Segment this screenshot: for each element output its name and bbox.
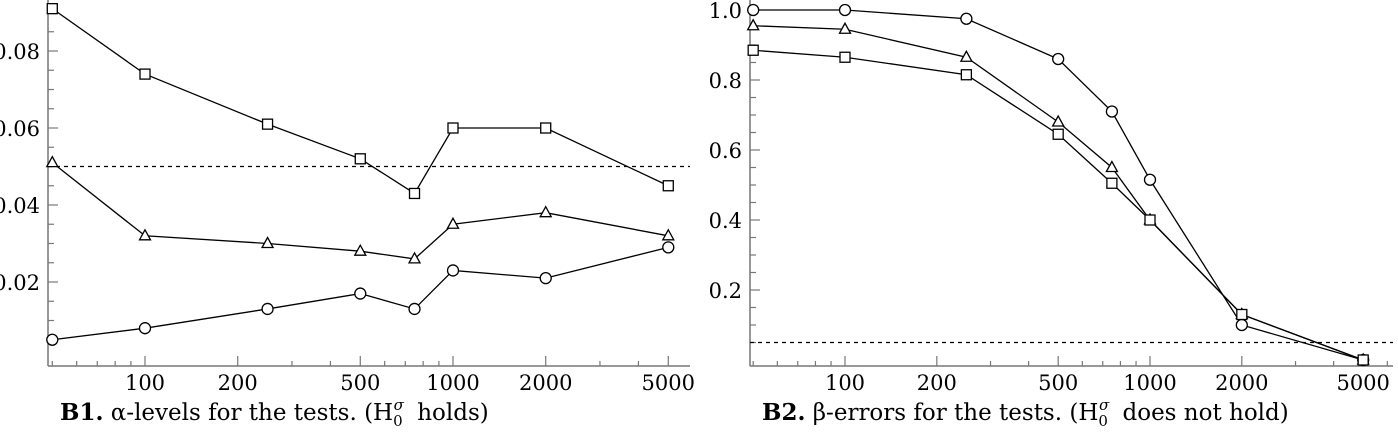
data-point-triangle xyxy=(45,155,59,168)
caption-part: B1. xyxy=(60,399,103,426)
caption-part: holds) xyxy=(410,400,489,426)
data-point-circle xyxy=(747,3,760,17)
data-point-circle xyxy=(960,12,973,25)
series-square xyxy=(747,44,1369,366)
data-point-circle xyxy=(1052,52,1065,66)
series-triangle xyxy=(746,18,1370,365)
data-point-circle xyxy=(1143,173,1157,186)
data-point-square xyxy=(1357,354,1369,366)
caption-part: 0 xyxy=(1098,412,1108,430)
y-tick-label: 1.0 xyxy=(709,0,742,23)
x-tick-label: 500 xyxy=(340,371,380,395)
data-point-circle xyxy=(838,3,852,17)
series-line-triangle xyxy=(51,162,669,260)
caption-part: does not hold) xyxy=(1115,400,1289,426)
x-tick-label: 200 xyxy=(218,371,258,395)
data-point-circle xyxy=(662,241,675,254)
caption-part: σ xyxy=(394,396,405,414)
data-point-square xyxy=(1106,177,1118,189)
series-circle xyxy=(747,3,1370,367)
data-point-circle xyxy=(354,287,367,300)
x-tick-label: 2000 xyxy=(1215,371,1268,395)
data-point-triangle xyxy=(746,18,760,31)
series-circle xyxy=(46,241,675,346)
caption-part: σ xyxy=(1099,396,1110,414)
series-line-circle xyxy=(52,246,669,341)
data-point-square xyxy=(354,153,366,165)
data-point-circle xyxy=(539,271,552,285)
panel-caption: B2. β-errors for the tests. (H0σ does no… xyxy=(762,396,1289,430)
panel-caption: B1. α-levels for the tests. (H0σ holds) xyxy=(60,396,489,430)
data-point-triangle xyxy=(446,216,460,229)
series-square xyxy=(46,3,674,200)
data-point-square xyxy=(46,3,58,15)
data-point-square xyxy=(408,187,421,200)
x-tick-label: 500 xyxy=(1038,371,1078,395)
panel-b1: 0.02 0.04 0.06 0.08 100 200 500 1000 2000 5000 B1.… xyxy=(0,0,695,430)
data-point-square xyxy=(447,122,459,134)
x-tick-label: 1000 xyxy=(426,371,479,395)
data-point-triangle xyxy=(260,236,275,249)
x-tick-label: 5000 xyxy=(1336,371,1389,395)
series-triangle xyxy=(45,155,675,264)
data-point-triangle xyxy=(661,228,675,241)
data-point-square xyxy=(261,118,274,130)
caption-part: 0 xyxy=(393,412,403,430)
data-point-square xyxy=(747,44,759,56)
data-point-triangle xyxy=(959,49,973,62)
data-point-triangle xyxy=(138,228,152,241)
y-tick-label: 0.08 xyxy=(0,40,40,64)
data-point-circle xyxy=(408,302,421,316)
data-point-square xyxy=(540,122,552,134)
x-tick-label: 2000 xyxy=(519,371,572,395)
data-point-circle xyxy=(138,322,152,335)
x-tick-label: 5000 xyxy=(642,371,695,395)
panel-b2: 0.2 0.4 0.6 0.8 1.0 100 200 500 1000 2000 5000 B2. … xyxy=(709,0,1393,430)
series-line-square xyxy=(753,49,1364,361)
data-point-circle xyxy=(446,264,460,277)
y-tick-label: 0.04 xyxy=(0,194,40,218)
data-point-circle xyxy=(1105,105,1119,118)
data-point-triangle xyxy=(838,21,852,34)
caption-part: B2. xyxy=(762,399,805,426)
x-tick-label: 200 xyxy=(917,371,957,395)
data-point-square xyxy=(960,69,973,81)
y-tick-label: 0.6 xyxy=(709,139,742,163)
data-point-square xyxy=(662,180,674,192)
data-point-triangle xyxy=(1105,160,1119,173)
y-tick-label: 0.06 xyxy=(0,117,40,141)
series-line-circle xyxy=(753,9,1364,361)
data-point-square xyxy=(1052,128,1064,140)
caption-part: α-levels for the tests. (H xyxy=(103,400,393,426)
data-point-square xyxy=(1236,308,1248,321)
data-point-triangle xyxy=(1051,114,1065,127)
data-point-triangle xyxy=(353,243,367,256)
x-tick-label: 1000 xyxy=(1123,371,1176,395)
data-point-square xyxy=(1144,214,1156,226)
y-tick-label: 0.2 xyxy=(709,279,742,303)
x-tick-label: 100 xyxy=(825,371,865,395)
caption-part: β-errors for the tests. (H xyxy=(805,400,1098,426)
data-point-square xyxy=(839,51,851,63)
data-point-circle xyxy=(1235,318,1248,332)
series-line-square xyxy=(51,8,669,195)
series-line-triangle xyxy=(753,25,1364,361)
data-point-circle xyxy=(261,302,274,316)
y-tick-label: 0.8 xyxy=(709,69,742,93)
y-tick-label: 0.02 xyxy=(0,271,40,295)
data-point-triangle xyxy=(539,205,553,218)
data-point-square xyxy=(139,68,151,80)
y-tick-label: 0.4 xyxy=(709,209,742,233)
data-point-circle xyxy=(46,333,59,346)
data-point-triangle xyxy=(407,251,422,264)
x-tick-label: 100 xyxy=(125,371,165,395)
